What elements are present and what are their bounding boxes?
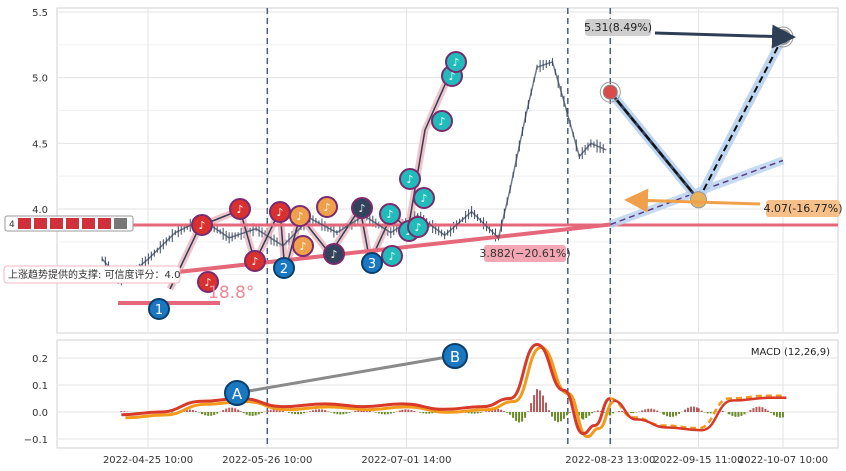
note-marker [379,203,401,225]
price-y-tick-label: 5.5 [32,8,48,19]
price-y-tick-label: 4.5 [32,139,48,150]
projection-low-point [689,191,707,209]
wave-markers: 1 2 3 [148,252,383,320]
macd-signal-line [125,345,615,439]
note-marker-glyph: ♪ [358,202,365,215]
note-marker-glyph: ♪ [438,115,445,128]
macd-marker-b: B [442,343,468,369]
support-value-text: 3.882(−20.61%) [479,247,570,260]
price-y-tick-label: 4.0 [32,205,48,216]
note-marker-glyph: ♪ [414,221,421,234]
projection-start-ring [599,81,621,103]
note-marker [323,243,345,265]
annotation-support-value: 3.882(−20.61%) [479,245,571,262]
x-axis-ticks: 2022-04-25 10:00 2022-05-26 10:00 2022-07-… [103,455,828,466]
macd-y-tick-label: 0.1 [32,381,48,392]
note-marker-glyph: ♪ [388,250,395,263]
wave-marker-label: 3 [368,257,376,272]
wave-marker-label: 1 [155,303,163,318]
trend-angle-text: 18.8° [208,283,254,303]
note-marker [292,235,314,257]
support-text: 上涨趋势提供的支撑: 可信度评分：4.0 [8,268,180,281]
note-marker-glyph: ♪ [251,255,258,268]
note-marker-glyph: ♪ [406,173,413,186]
note-marker [229,198,251,220]
macd-y-tick-label: 0.2 [32,354,48,365]
note-marker-glyph: ♪ [299,240,306,253]
wave-marker-label: 2 [280,262,288,277]
note-marker [413,187,435,209]
mini-legend-value: 4 [9,220,15,230]
note-marker [244,250,266,272]
macd-legend: MACD (12,26,9) [751,347,830,358]
macd-marker-a: A [224,380,250,406]
note-markers: ♪♪♪♪♪♪♪♪♪♪♪♪♪♪♪♪♪♪♪ [191,51,467,293]
note-marker [381,245,403,267]
note-marker-glyph: ♪ [296,210,303,223]
note-marker-glyph: ♪ [198,219,205,232]
x-tick-label: 2022-08-23 13:00 [565,455,655,466]
note-marker [191,214,213,236]
target-high-arrow [654,24,796,49]
note-marker-glyph: ♪ [276,206,283,219]
macd-panel: −0.1 0.0 0.1 0.2 [24,339,839,449]
note-marker-glyph: ♪ [448,70,455,83]
x-tick-label: 2022-10-07 10:00 [738,455,828,466]
price-y-ticks: 4.0 4.5 5.0 5.5 [32,8,48,216]
uptrend-line [118,222,611,281]
note-marker [316,196,338,218]
macd-marker-b-label: B [450,348,460,366]
mini-legend: 4 [4,215,134,232]
note-marker [431,110,453,132]
macd-line [121,342,611,436]
target-high-text: 5.31(8.49%) [584,21,652,34]
wave-marker [273,257,295,279]
projection-down-dash [609,91,700,201]
note-marker-glyph: ♪ [323,201,330,214]
note-marker-glyph: ♪ [386,208,393,221]
macd-projection [612,396,787,432]
x-tick-label: 2022-09-15 11:00 [653,455,743,466]
note-marker [407,216,429,238]
note-marker-glyph: ♪ [452,56,459,69]
note-marker [351,197,373,219]
macd-marker-a-label: A [232,385,243,403]
x-tick-label: 2022-05-26 10:00 [222,455,312,466]
price-y-tick-label: 5.0 [32,74,48,85]
macd-y-ticks: −0.1 0.0 0.1 0.2 [24,354,48,446]
macd-signal-projection [609,394,784,430]
macd-divergence-line [236,354,454,395]
projection-start-point [602,84,618,100]
macd-y-tick-label: 0.0 [32,408,48,419]
target-low-arrow [624,188,761,213]
projection-up-line [697,36,784,201]
wave-marker [361,252,383,274]
x-tick-label: 2022-07-01 14:00 [361,455,451,466]
annotation-target-low: 4.07(-16.77%) [764,200,843,217]
note-marker-glyph: ♪ [420,192,427,205]
note-marker [197,271,219,293]
note-marker [445,51,467,73]
price-grid [57,8,838,333]
annotation-support-text: 上涨趋势提供的支撑: 可信度评分：4.0 [3,265,181,284]
note-marker-glyph: ♪ [330,248,337,261]
note-marker [289,205,311,227]
x-tick-label: 2022-04-25 10:00 [103,455,193,466]
target-low-text: 4.07(-16.77%) [764,202,843,215]
annotation-target-high: 5.31(8.49%) [584,19,652,36]
wave-marker [148,298,170,320]
note-marker [399,168,421,190]
macd-lines [121,342,787,439]
macd-histogram [120,389,784,423]
note-marker-glyph: ♪ [236,203,243,216]
note-marker-glyph: ♪ [204,276,211,289]
macd-y-tick-label: −0.1 [24,435,48,446]
